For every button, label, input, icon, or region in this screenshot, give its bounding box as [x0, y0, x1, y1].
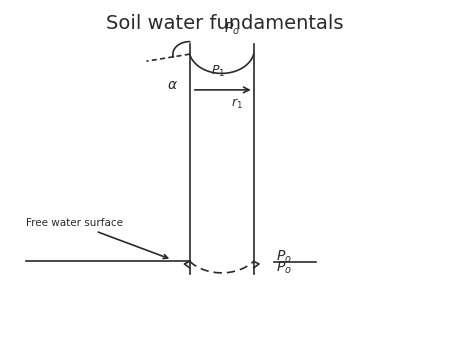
Text: Soil water fundamentals: Soil water fundamentals [106, 14, 344, 33]
Text: $P_o$: $P_o$ [276, 248, 292, 265]
Text: $\alpha$: $\alpha$ [167, 78, 178, 92]
Text: $P_1$: $P_1$ [211, 64, 225, 79]
Text: $P_o$: $P_o$ [276, 260, 292, 276]
Text: Free water surface: Free water surface [26, 218, 168, 259]
Text: $r_1$: $r_1$ [231, 97, 243, 111]
Text: $P_o$: $P_o$ [224, 21, 239, 37]
